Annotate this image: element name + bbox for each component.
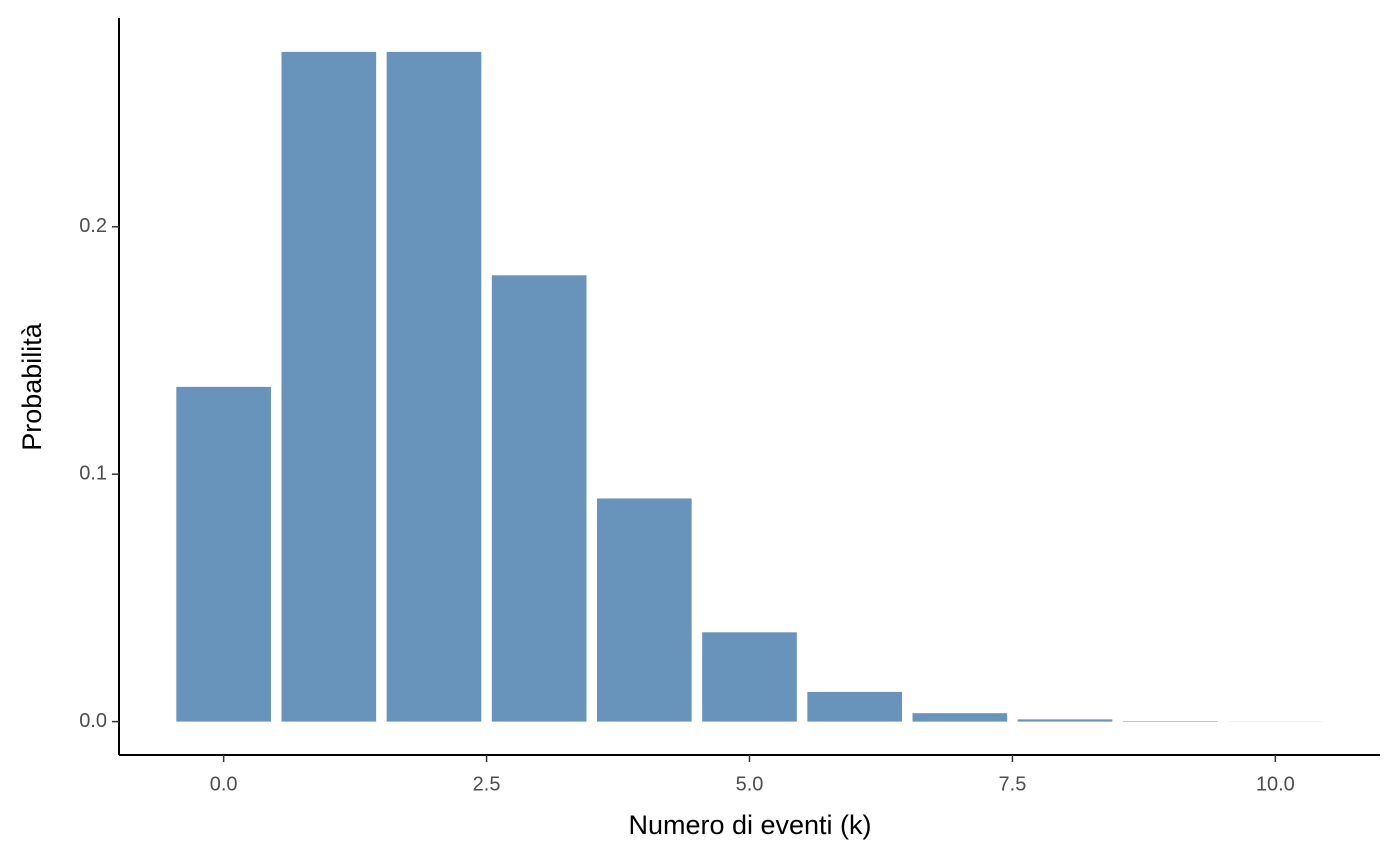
x-tick-label: 7.5 <box>999 773 1027 795</box>
bar <box>912 713 1008 722</box>
x-tick-label: 5.0 <box>736 773 764 795</box>
bar <box>1017 719 1113 722</box>
x-axis-title: Numero di eventi (k) <box>628 810 871 840</box>
bar <box>491 275 587 722</box>
x-tick-label: 2.5 <box>473 773 501 795</box>
bar <box>176 386 271 722</box>
bar <box>807 691 902 722</box>
x-tick-label: 0.0 <box>210 773 238 795</box>
bar <box>386 51 482 722</box>
bar <box>702 632 797 722</box>
x-tick-label: 10.0 <box>1256 773 1295 795</box>
bar <box>281 51 377 722</box>
bar <box>597 498 692 722</box>
y-tick-label: 0.0 <box>79 710 107 732</box>
y-axis-title: Probabilità <box>17 322 47 451</box>
y-tick-label: 0.2 <box>79 215 107 237</box>
y-tick-label: 0.1 <box>79 462 107 484</box>
